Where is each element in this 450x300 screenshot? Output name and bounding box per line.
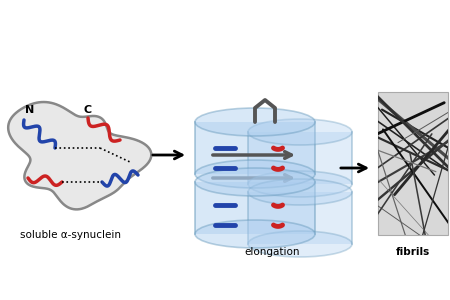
Bar	[195, 182, 315, 234]
Ellipse shape	[248, 171, 352, 197]
Text: elongation: elongation	[244, 247, 300, 257]
Ellipse shape	[248, 119, 352, 145]
Ellipse shape	[195, 220, 315, 248]
Ellipse shape	[195, 160, 315, 188]
Text: C: C	[84, 105, 92, 115]
Bar	[195, 122, 315, 174]
Text: fibrils: fibrils	[396, 247, 430, 257]
Bar	[248, 132, 352, 184]
Bar	[378, 92, 448, 235]
Text: soluble α-synuclein: soluble α-synuclein	[19, 230, 121, 240]
Ellipse shape	[195, 108, 315, 136]
Text: N: N	[25, 105, 35, 115]
Ellipse shape	[248, 231, 352, 257]
Ellipse shape	[248, 179, 352, 205]
Ellipse shape	[195, 168, 315, 196]
Bar	[248, 192, 352, 244]
Polygon shape	[8, 102, 151, 209]
